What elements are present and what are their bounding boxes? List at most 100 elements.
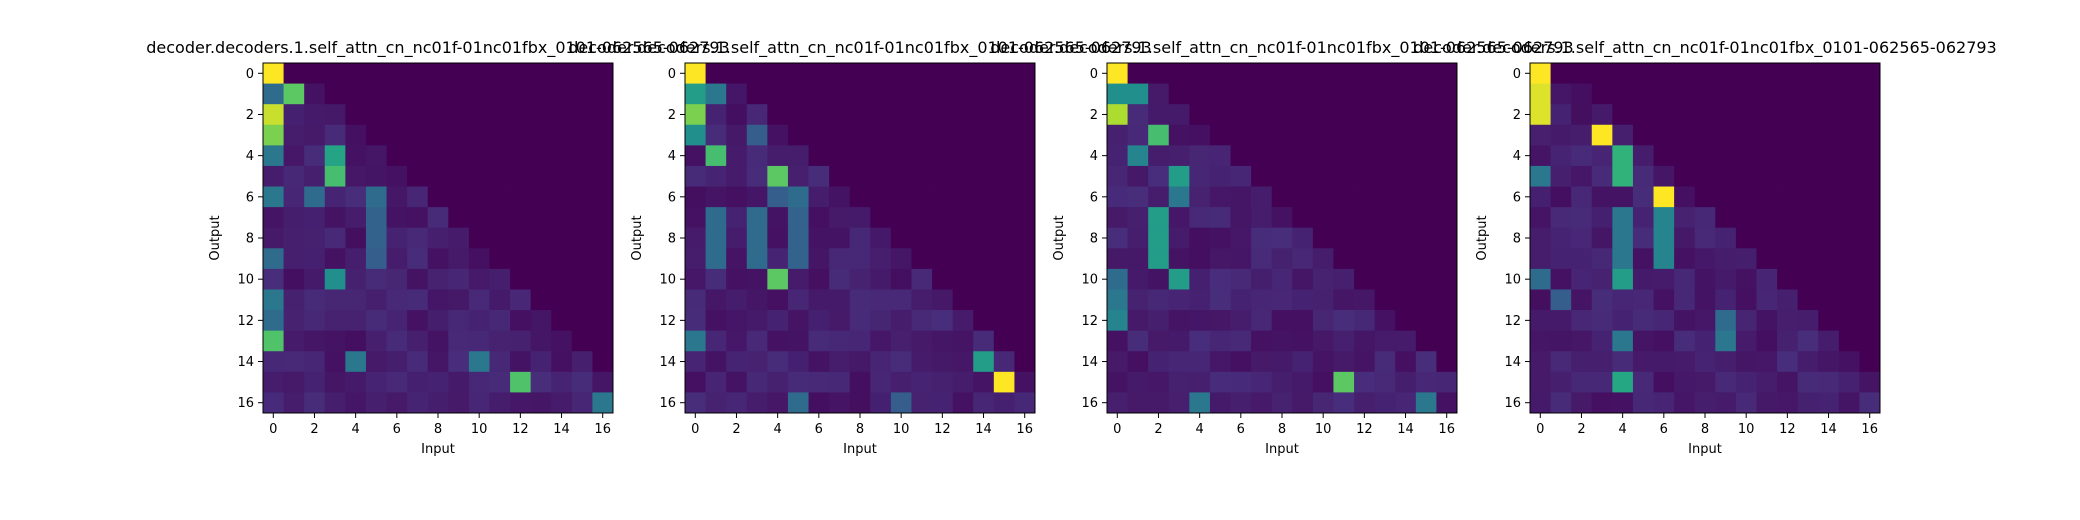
heatmap-cell xyxy=(407,63,429,84)
heatmap-cell xyxy=(386,351,408,373)
heatmap-cell xyxy=(263,165,284,187)
y-tick-label: 4 xyxy=(1513,149,1521,164)
heatmap-cell xyxy=(1148,124,1170,146)
heatmap-cell xyxy=(345,124,367,146)
heatmap-cell xyxy=(1838,165,1860,187)
heatmap-cell xyxy=(1415,207,1437,229)
heatmap-cell xyxy=(1209,371,1231,393)
heatmap-cell xyxy=(890,207,912,229)
heatmap-cell xyxy=(767,145,789,167)
heatmap-cell xyxy=(1715,145,1737,167)
heatmap-cell xyxy=(932,248,954,270)
heatmap-cell xyxy=(1550,83,1572,105)
heatmap-cell xyxy=(849,186,871,208)
heatmap-cell xyxy=(1251,351,1273,373)
heatmap-cell xyxy=(726,268,748,290)
heatmap-cell xyxy=(1271,83,1293,105)
heatmap-cell xyxy=(1395,268,1417,290)
heatmap-cell xyxy=(407,289,429,311)
heatmap-cell xyxy=(1653,104,1675,126)
heatmap-cell xyxy=(530,165,552,187)
heatmap-cell xyxy=(973,207,995,229)
heatmap-cell xyxy=(571,124,593,146)
heatmap-cell xyxy=(767,330,789,352)
heatmap-cell xyxy=(1127,63,1149,84)
heatmap-cell xyxy=(1756,268,1778,290)
heatmap-cell xyxy=(1107,371,1128,393)
heatmap-cell xyxy=(952,289,974,311)
heatmap-cell xyxy=(746,310,768,332)
heatmap-cell xyxy=(1107,207,1128,229)
heatmap-cell xyxy=(1591,165,1613,187)
heatmap-cell xyxy=(1591,227,1613,249)
heatmap-cell xyxy=(849,104,871,126)
heatmap-cell xyxy=(1354,145,1376,167)
heatmap-cell xyxy=(1550,227,1572,249)
heatmap-cell xyxy=(1230,83,1252,105)
heatmap-cell xyxy=(448,310,470,332)
heatmap-cell xyxy=(304,165,326,187)
heatmap-cell xyxy=(427,83,449,105)
heatmap-cell xyxy=(705,330,727,352)
heatmap-cell xyxy=(1591,351,1613,373)
heatmap-cell xyxy=(1735,104,1757,126)
heatmap-cell xyxy=(1612,186,1634,208)
heatmap-cell xyxy=(1694,145,1716,167)
heatmap-cell xyxy=(1148,330,1170,352)
heatmap-cell xyxy=(1127,83,1149,105)
heatmap-cell xyxy=(1209,330,1231,352)
heatmap-cell xyxy=(510,310,532,332)
heatmap-cell xyxy=(1756,124,1778,146)
heatmap-cell xyxy=(1612,351,1634,373)
heatmap-cell xyxy=(324,83,346,105)
heatmap-cell xyxy=(1436,371,1458,393)
heatmap-cell xyxy=(973,289,995,311)
heatmap-cell xyxy=(829,207,851,229)
heatmap-cell xyxy=(530,207,552,229)
heatmap-cell xyxy=(1168,289,1190,311)
heatmap-cell xyxy=(304,145,326,167)
heatmap-cell xyxy=(1591,248,1613,270)
heatmap-cell xyxy=(890,289,912,311)
x-tick-label: 8 xyxy=(856,422,864,437)
heatmap-cell xyxy=(767,165,789,187)
heatmap-cell xyxy=(1632,227,1654,249)
heatmap-cell xyxy=(890,330,912,352)
heatmap-cell xyxy=(530,330,552,352)
x-tick-label: 16 xyxy=(1438,422,1455,437)
heatmap-cell xyxy=(1612,104,1634,126)
heatmap-cell xyxy=(1612,392,1634,414)
heatmap-cell xyxy=(304,371,326,393)
heatmap-cell xyxy=(427,124,449,146)
heatmap-cell xyxy=(592,63,614,84)
heatmap-cell xyxy=(890,310,912,332)
heatmap-cell xyxy=(1530,371,1551,393)
heatmap-cell xyxy=(849,268,871,290)
heatmap-cell xyxy=(1777,392,1799,414)
heatmap-cell xyxy=(1374,207,1396,229)
heatmap-cell xyxy=(1797,351,1819,373)
heatmap-cell xyxy=(1756,248,1778,270)
heatmap-cell xyxy=(1292,289,1314,311)
heatmap-cell xyxy=(1797,63,1819,84)
heatmap-cell xyxy=(1292,124,1314,146)
heatmap-cell xyxy=(386,248,408,270)
y-tick-label: 16 xyxy=(237,396,254,411)
heatmap-cell xyxy=(973,227,995,249)
heatmap-cell xyxy=(1312,145,1334,167)
heatmap-cell xyxy=(767,310,789,332)
heatmap-cell xyxy=(1674,268,1696,290)
heatmap-cell xyxy=(1530,227,1551,249)
heatmap-cell xyxy=(746,186,768,208)
heatmap-cell xyxy=(1694,207,1716,229)
heatmap-cell xyxy=(952,207,974,229)
heatmap-cell xyxy=(1189,351,1211,373)
heatmap-cell xyxy=(1436,227,1458,249)
heatmap-cell xyxy=(407,104,429,126)
heatmap-cell xyxy=(510,104,532,126)
heatmap-cell xyxy=(1838,289,1860,311)
heatmap-cell xyxy=(911,392,933,414)
heatmap-cell xyxy=(1209,104,1231,126)
heatmap-cell xyxy=(787,186,809,208)
heatmap-cell xyxy=(1251,207,1273,229)
